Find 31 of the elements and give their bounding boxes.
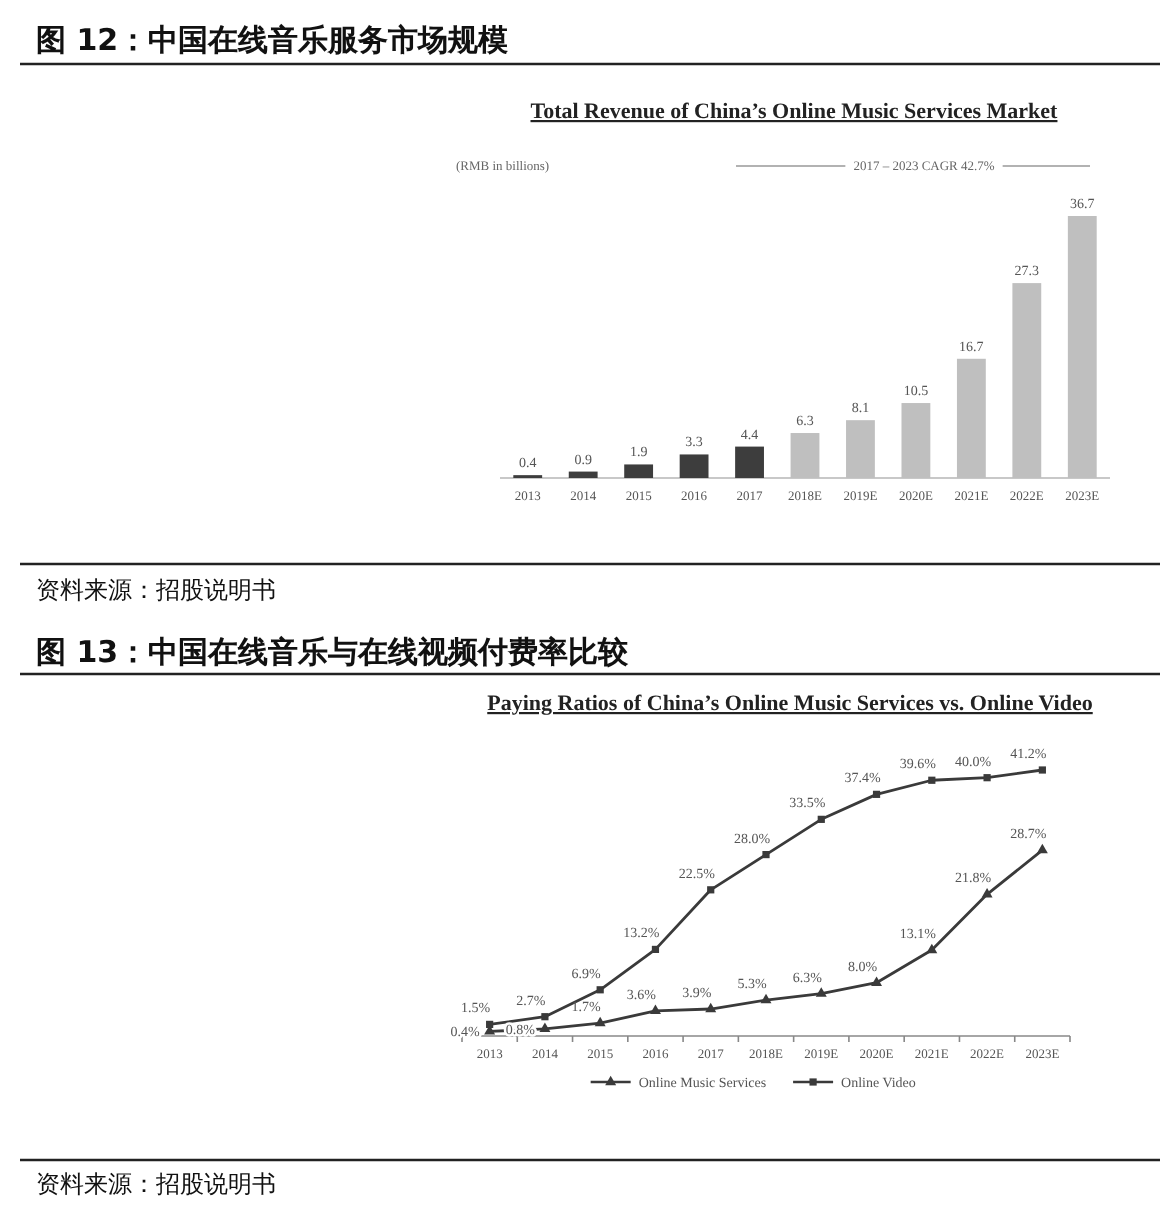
chart-subtitle: Paying Ratios of China’s Online Music Services vs. Online Video — [487, 692, 1094, 716]
point — [872, 790, 881, 798]
point — [594, 1016, 606, 1027]
point — [596, 986, 604, 994]
point — [981, 887, 993, 898]
text: 资料来源：招股说明书 — [36, 1170, 276, 1198]
bar — [679, 454, 709, 478]
point — [1038, 766, 1046, 774]
point — [815, 987, 827, 997]
bar — [735, 446, 764, 478]
point — [817, 815, 825, 823]
text: 资料来源：招股说明书 — [36, 576, 276, 604]
chart-title: 图 13：中国在线音乐与在线视频付费率比较 — [36, 634, 631, 670]
point — [541, 1013, 549, 1021]
point — [651, 945, 660, 954]
point — [871, 976, 883, 986]
point — [762, 850, 770, 859]
point — [486, 1020, 494, 1028]
point — [926, 943, 938, 954]
point — [705, 1002, 717, 1013]
point — [983, 774, 991, 782]
point — [1036, 843, 1048, 854]
bar — [624, 464, 654, 478]
chart-subtitle: Total Revenue of China’s Online Music Services Market — [530, 100, 1059, 124]
point — [928, 776, 936, 784]
point — [707, 886, 715, 894]
point — [539, 1022, 551, 1033]
point — [760, 993, 772, 1004]
bar — [568, 471, 598, 478]
point — [649, 1004, 661, 1015]
chart-title: 图 12：中国在线音乐服务市场规模 — [36, 22, 511, 58]
